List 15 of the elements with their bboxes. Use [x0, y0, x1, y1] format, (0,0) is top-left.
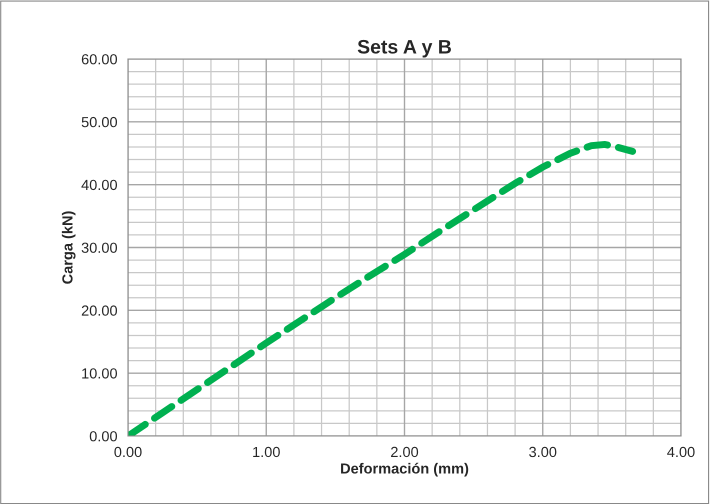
x-tick-label: 0.00 — [114, 446, 142, 458]
y-tick-label: 10.00 — [82, 368, 118, 379]
y-tick-label: 30.00 — [82, 242, 118, 253]
x-tick-label: 3.00 — [529, 446, 556, 458]
x-axis-title: Deformación (mm) — [341, 462, 468, 477]
chart-title: Sets A y B — [358, 40, 451, 58]
x-tick-label: 2.00 — [391, 446, 418, 458]
y-tick-label: 50.00 — [82, 116, 118, 128]
y-tick-label: 0.00 — [90, 431, 118, 442]
y-tick-label: 60.00 — [82, 54, 118, 64]
x-tick-label: 4.00 — [667, 446, 695, 458]
y-axis-title: Carga (kN) — [62, 211, 76, 284]
y-tick-label: 20.00 — [82, 305, 118, 316]
x-tick-label: 1.00 — [253, 446, 280, 458]
y-tick-label: 40.00 — [81, 180, 118, 190]
